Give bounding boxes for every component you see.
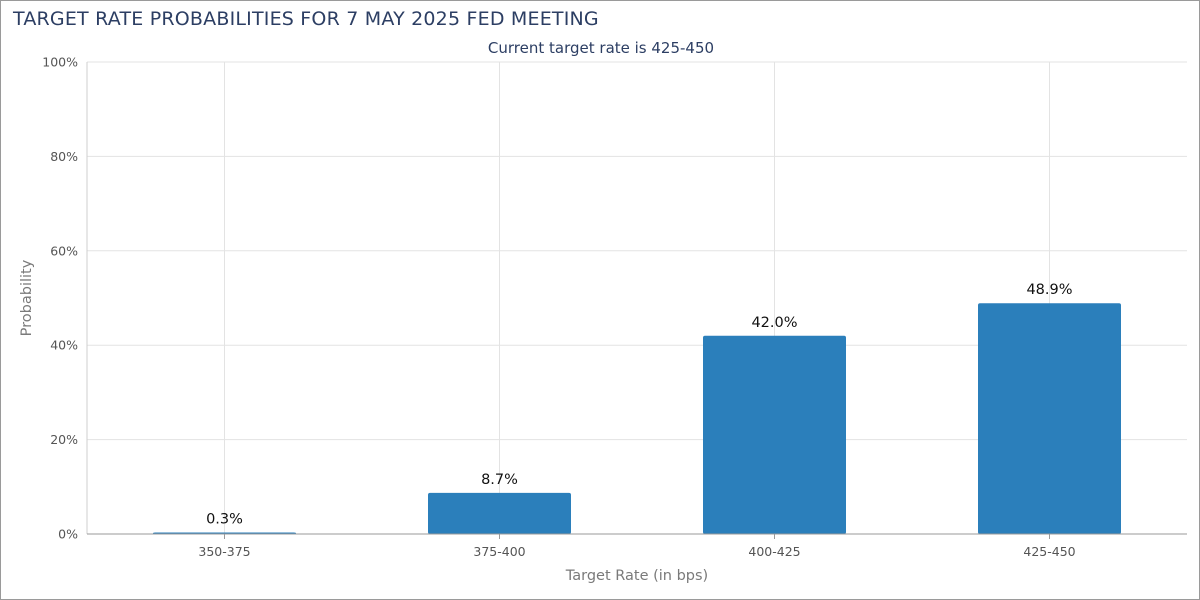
y-tick-label: 80% <box>50 149 78 164</box>
y-tick-label: 60% <box>50 243 78 258</box>
bar-425-450 <box>978 303 1121 534</box>
x-axis-title: Target Rate (in bps) <box>565 568 708 584</box>
y-axis-title: Probability <box>19 259 35 336</box>
data-label-400-425: 42.0% <box>751 315 797 331</box>
bar-400-425 <box>703 335 846 534</box>
y-tick-label: 100% <box>42 55 78 70</box>
x-tick-label: 350-375 <box>198 544 250 559</box>
chart-title: TARGET RATE PROBABILITIES FOR 7 MAY 2025… <box>13 8 599 30</box>
x-tick-label: 400-425 <box>748 544 800 559</box>
bar-375-400 <box>428 492 571 534</box>
x-tick-label: 375-400 <box>473 544 525 559</box>
data-label-375-400: 8.7% <box>481 472 518 488</box>
y-tick-label: 40% <box>50 338 78 353</box>
y-tick-label: 20% <box>50 432 78 447</box>
data-label-350-375: 0.3% <box>206 512 243 528</box>
x-tick-label: 425-450 <box>1023 544 1075 559</box>
data-label-425-450: 48.9% <box>1026 282 1072 298</box>
y-tick-label: 0% <box>58 527 78 542</box>
chart-subtitle: Current target rate is 425-450 <box>487 39 715 57</box>
